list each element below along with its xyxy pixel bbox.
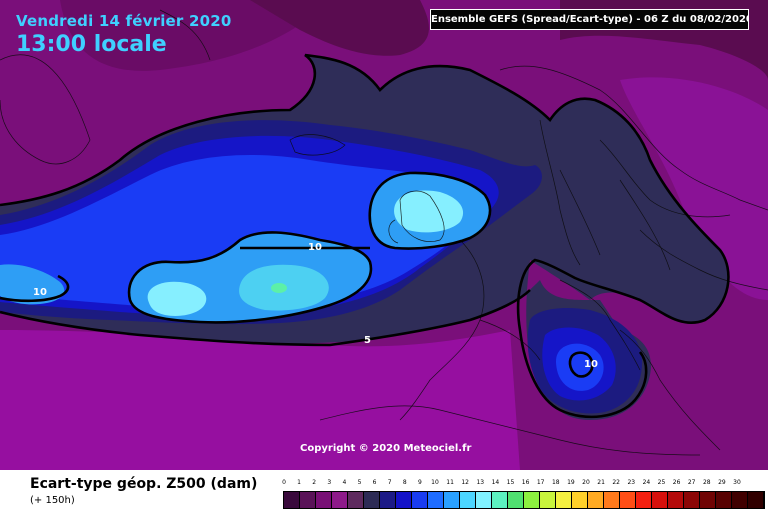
scale-tick-label: 25 xyxy=(657,479,666,486)
scale-tick-label: 17 xyxy=(536,479,545,486)
scale-swatch xyxy=(556,492,572,508)
scale-tick-label: 3 xyxy=(327,479,332,486)
dark-region-north xyxy=(250,0,429,56)
green-region xyxy=(271,283,287,293)
scale-swatch xyxy=(428,492,444,508)
contour-10-region-west xyxy=(0,264,65,305)
scale-tick-label: 12 xyxy=(461,479,469,486)
scale-tick-label: 26 xyxy=(672,479,681,486)
scale-swatch xyxy=(716,492,732,508)
scale-swatch xyxy=(732,492,748,508)
scale-swatch xyxy=(620,492,636,508)
scale-tick-label: 10 xyxy=(431,479,439,486)
scale-tick-label: 30 xyxy=(733,479,741,486)
scale-tick-label: 8 xyxy=(402,479,407,486)
coastlines xyxy=(0,9,768,456)
scale-swatch xyxy=(412,492,428,508)
scale-tick-label: 19 xyxy=(567,479,575,486)
scale-swatch xyxy=(524,492,540,508)
cyan-region-north xyxy=(394,190,464,233)
contour-5-line-south xyxy=(0,289,531,347)
scale-swatch xyxy=(604,492,620,508)
magenta-region-east xyxy=(620,77,768,300)
forecast-date: Vendredi 14 février 2020 xyxy=(16,12,232,30)
scale-tick-label: 7 xyxy=(387,479,392,486)
contour-label-10-center: 10 xyxy=(308,242,322,253)
scale-swatch xyxy=(652,492,668,508)
magenta-region xyxy=(0,330,520,470)
color-scale: 0 1 2 3 4 5 6 7 8 9 10 11 12 13 14 15 16 17 18 19 20 21 22 23 24… xyxy=(282,479,765,509)
scale-tick-label: 0 xyxy=(282,479,286,486)
contour-label-10-west: 10 xyxy=(33,287,47,298)
scale-tick-label: 15 xyxy=(506,479,515,486)
scale-swatch xyxy=(332,492,348,508)
scale-swatch xyxy=(748,492,764,508)
scale-tick-label: 22 xyxy=(612,479,620,486)
scale-swatch xyxy=(460,492,476,508)
scale-swatch xyxy=(492,492,508,508)
scale-tick-label: 9 xyxy=(417,479,422,486)
scale-tick-label: 27 xyxy=(687,479,696,486)
scale-swatch xyxy=(364,492,380,508)
contour-10-line-north xyxy=(368,171,492,250)
scale-bar xyxy=(283,491,765,509)
scale-tick-label: 5 xyxy=(357,479,362,486)
scale-tick-label: 20 xyxy=(582,479,590,486)
spread-map: 10 10 5 10 xyxy=(0,0,768,470)
contour-labels: 10 10 5 10 xyxy=(33,242,598,370)
scale-swatch xyxy=(476,492,492,508)
scale-swatch xyxy=(636,492,652,508)
cyan-region xyxy=(147,281,207,316)
scale-tick-label: 2 xyxy=(312,479,317,486)
contour-lines xyxy=(0,53,730,419)
scale-swatch xyxy=(300,492,316,508)
forecast-time: 13:00 locale xyxy=(16,32,167,57)
scale-swatch xyxy=(348,492,364,508)
forecast-step: (+ 150h) xyxy=(30,495,75,506)
magenta-region-north xyxy=(60,0,330,71)
scale-swatch xyxy=(508,492,524,508)
scale-tick-label: 21 xyxy=(597,479,605,486)
scale-swatch xyxy=(316,492,332,508)
scale-tick-label: 11 xyxy=(446,479,454,486)
scale-swatch xyxy=(540,492,556,508)
ensemble-label: Ensemble GEFS (Spread/Ecart-type) - 06 Z… xyxy=(430,9,749,30)
scale-tick-label: 6 xyxy=(372,479,377,486)
scale-tick-label: 13 xyxy=(476,479,485,486)
scale-tick-label: 23 xyxy=(627,479,636,486)
scale-tick-label: 16 xyxy=(521,479,530,486)
scale-swatch xyxy=(380,492,396,508)
scale-swatch xyxy=(572,492,588,508)
scale-tick-label: 1 xyxy=(297,479,301,486)
scale-swatch xyxy=(700,492,716,508)
scale-tick-label: 29 xyxy=(718,479,726,486)
scale-swatch xyxy=(588,492,604,508)
scale-swatch xyxy=(684,492,700,508)
scale-swatch xyxy=(284,492,300,508)
scale-ticks: 0 1 2 3 4 5 6 7 8 9 10 11 12 13 14 15 16 17 18 19 20 21 22 23 24… xyxy=(282,479,743,490)
scale-tick-label: 14 xyxy=(491,479,500,486)
contour-10-line-med xyxy=(568,351,594,378)
scale-swatch xyxy=(668,492,684,508)
scale-swatch xyxy=(396,492,412,508)
contour-10-line-west xyxy=(127,231,373,324)
scale-swatch xyxy=(444,492,460,508)
scale-tick-label: 18 xyxy=(551,479,560,486)
contour-10-line-far-west xyxy=(0,274,70,303)
copyright-text: Copyright © 2020 Meteociel.fr xyxy=(300,443,472,454)
scale-tick-label: 28 xyxy=(702,479,711,486)
field-title: Ecart-type géop. Z500 (dam) xyxy=(30,476,258,492)
contour-5-line xyxy=(0,53,730,419)
contour-label-5: 5 xyxy=(364,335,371,346)
scale-tick-label: 4 xyxy=(342,479,347,486)
med-region-inner xyxy=(556,343,604,391)
contour-label-10-med: 10 xyxy=(584,359,598,370)
scale-tick-label: 24 xyxy=(642,479,651,486)
